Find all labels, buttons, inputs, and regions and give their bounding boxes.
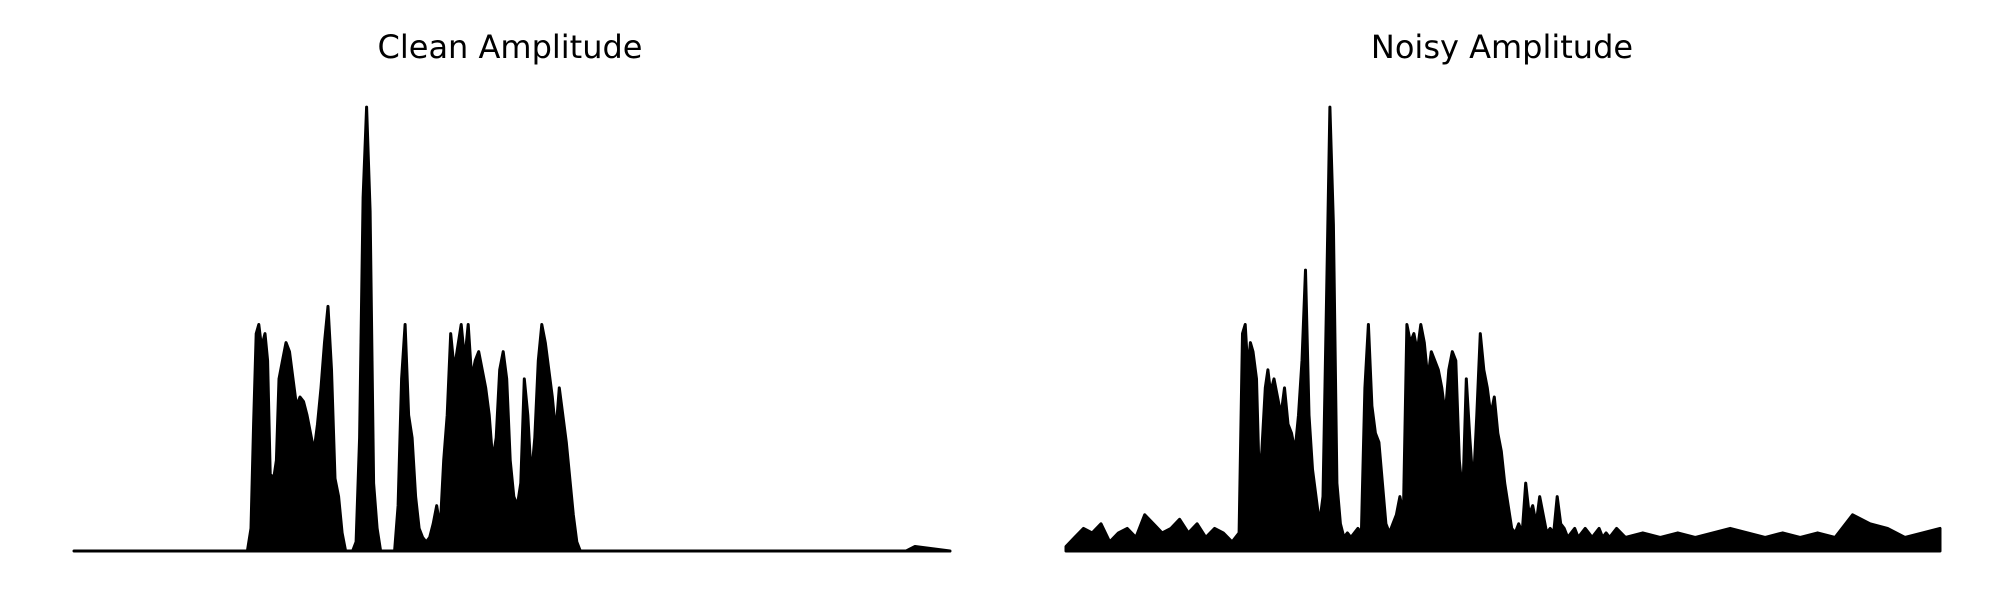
clean-amplitude-area bbox=[72, 105, 952, 553]
chart-title-clean: Clean Amplitude bbox=[378, 28, 643, 66]
noisy-amplitude-panel: Noisy Amplitude bbox=[1064, 28, 1942, 553]
noisy-amplitude-area bbox=[1064, 105, 1942, 553]
chart-title-noisy: Noisy Amplitude bbox=[1371, 28, 1633, 66]
clean-amplitude-panel: Clean Amplitude bbox=[72, 28, 952, 553]
